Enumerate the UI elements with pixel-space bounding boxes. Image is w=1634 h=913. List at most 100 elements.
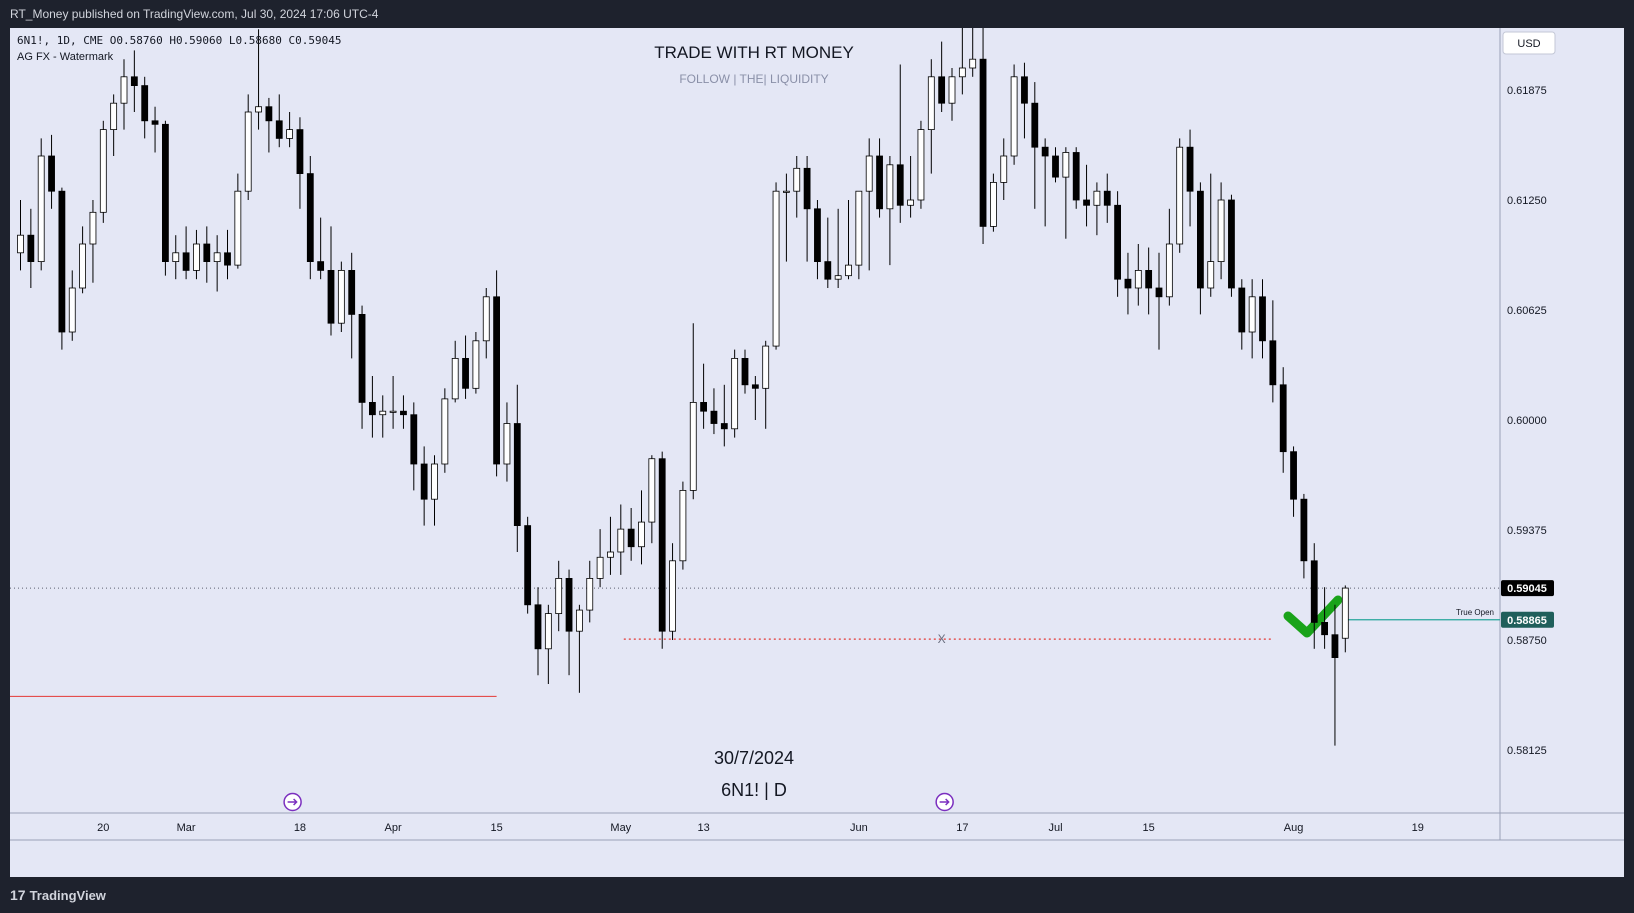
candle-body-bear [462,357,469,389]
candle-body-bear [1186,146,1194,192]
price-tick-label: 0.60625 [1507,305,1547,317]
candle-body-bear [368,401,376,416]
candle [855,190,863,280]
time-tick-label: 17 [956,822,968,834]
candle [472,332,480,394]
candle-body-bear [814,208,821,263]
candle-body-bull [576,609,583,632]
candle-body-bear [306,173,314,263]
candle-body-bear [1228,199,1235,289]
publisher-bar: RT_Money published on TradingView.com, J… [0,0,1634,28]
candle [596,529,604,588]
candle [1238,279,1246,350]
candle [1031,82,1039,209]
last-price-tag-bg [1501,580,1554,597]
candle-body-bull [120,76,128,104]
candle [1072,147,1080,209]
candle [741,349,749,394]
candle [1083,164,1090,227]
candle [783,173,790,262]
candle-body-bull [441,398,449,465]
candle-body-bull [679,489,687,562]
candle-body-bull [431,463,438,500]
candle-body-bull [586,578,594,611]
last-price-tag-label: 0.59045 [1507,583,1547,595]
candle-body-bull [379,410,387,416]
candle [120,59,128,130]
candle-body-bull [213,252,221,263]
candle [1197,182,1204,315]
candle [99,120,107,223]
candle-body-bull [337,269,345,324]
candle [917,120,925,209]
candle-body-bear [896,164,904,206]
candle-body-bear [627,528,635,548]
candle [151,106,159,153]
price-tick-label: 0.58125 [1507,745,1547,757]
candle-body-bull [1217,199,1225,262]
candle [327,226,335,336]
candle-body-bear [182,252,190,271]
candle [576,604,583,693]
candle-body-bull [1248,296,1256,333]
candle-body-bull [845,264,852,277]
candle [865,138,873,271]
candle [1259,279,1266,359]
candle [317,217,325,280]
candle [876,138,883,218]
candle-body-bear [1124,278,1132,289]
event-icon[interactable] [935,792,954,812]
candle [172,235,180,280]
tradingview-logo-text: TradingView [29,888,106,903]
candle-body-bear [741,357,749,386]
candle [689,323,697,500]
event-icon[interactable] [283,792,302,812]
symbol-legend: 6N1!, 1D, CME O0.58760 H0.59060 L0.58680… [17,34,342,47]
candle [79,226,86,294]
candle [1021,62,1028,139]
candle-body-bear [420,463,428,500]
candle [565,569,573,676]
candle [845,200,852,280]
candle [751,376,759,420]
watermark-symbol: 6N1! | D [721,780,787,800]
candle-body-bear [348,269,356,315]
candle-body-bear [1031,102,1039,148]
candle [720,384,728,447]
candle-body-bull [958,67,966,78]
candle [431,455,438,526]
candle [462,335,469,399]
candle [607,516,614,575]
candle [275,94,283,148]
candle-body-bull [917,129,925,201]
candle-body-bear [1310,560,1318,623]
candle [1217,182,1225,280]
candle [337,261,345,332]
candle [265,97,273,153]
candle [627,508,635,561]
currency-button[interactable]: USD [1502,31,1556,55]
candle [534,587,542,676]
candle-body-bull [110,102,118,130]
candle [1052,147,1059,183]
candle-body-bear [58,190,66,333]
candle [1041,138,1049,227]
candle [948,68,956,121]
candle-body-bear [1041,146,1049,157]
candle-body-bull [1062,152,1070,178]
candle [348,252,356,359]
candle-body-bear [1114,204,1121,280]
candle [1331,604,1339,746]
candle [27,208,35,288]
candle [368,376,376,438]
candle-body-bull [544,613,552,650]
candle-body-bear [141,85,149,122]
candle [255,29,262,130]
candle-body-bull [772,190,780,347]
candle-body-bull [1010,76,1018,157]
candle-body-bear [48,155,55,192]
candle [700,363,707,429]
tradingview-logo[interactable]: 17 TradingView [10,887,106,903]
candle [1290,446,1297,517]
